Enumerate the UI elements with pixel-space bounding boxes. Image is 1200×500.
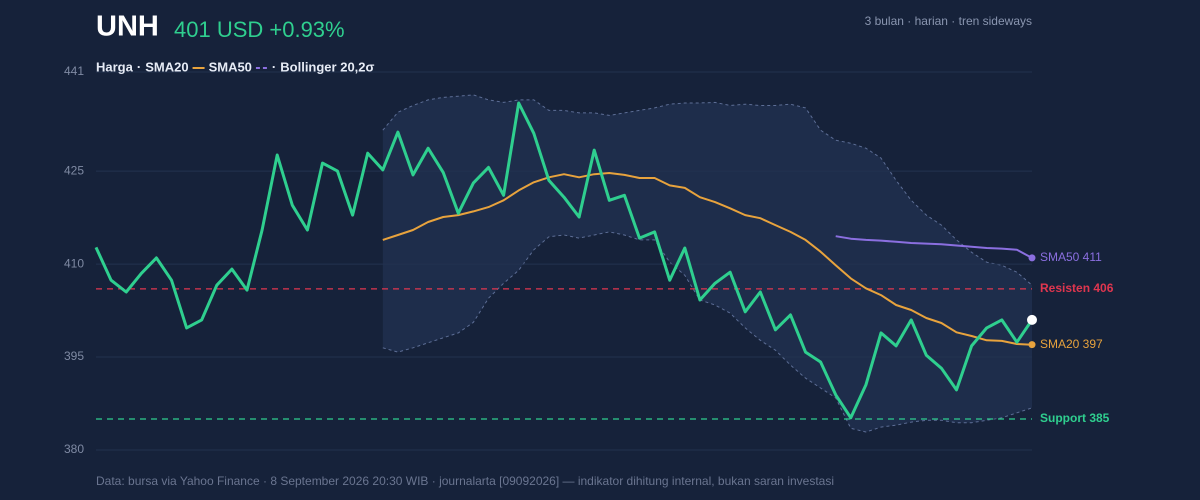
legend-text: · bbox=[137, 59, 141, 74]
y-tick-label: 441 bbox=[64, 64, 84, 78]
chart-note: 3 bulan · harian · tren sideways bbox=[865, 14, 1032, 28]
legend: Harga · SMA20 SMA50 · Bollinger 20,2σ bbox=[96, 59, 375, 74]
reference-label: Support 385 bbox=[1040, 411, 1110, 425]
legend-text: · bbox=[272, 59, 276, 74]
legend-text: SMA20 bbox=[145, 59, 188, 74]
end-label: SMA50 411 bbox=[1040, 250, 1102, 264]
y-tick-label: 410 bbox=[64, 256, 84, 270]
end-label: SMA20 397 bbox=[1040, 337, 1103, 351]
end-dot bbox=[1028, 254, 1036, 262]
y-tick-label: 380 bbox=[64, 442, 84, 456]
sma-line bbox=[835, 235, 1033, 259]
last-price-dot bbox=[1027, 314, 1037, 325]
lines-layer bbox=[94, 101, 1037, 420]
end-dot bbox=[1028, 341, 1036, 349]
chart-subtitle: 401 USD +0.93% bbox=[174, 17, 345, 42]
y-tick-label: 425 bbox=[64, 163, 84, 177]
y-tick-label: 395 bbox=[64, 349, 84, 363]
legend-text: Harga bbox=[96, 59, 134, 74]
sma-line bbox=[382, 172, 1033, 346]
band-lower bbox=[382, 231, 1033, 433]
legend-text: SMA50 bbox=[209, 59, 252, 74]
legend-text: Bollinger 20,2σ bbox=[280, 59, 374, 74]
reference-label: Resisten 406 bbox=[1040, 281, 1114, 295]
chart-title: UNH bbox=[96, 11, 159, 43]
band-upper bbox=[382, 94, 1033, 286]
chart-footer: Data: bursa via Yahoo Finance · 8 Septem… bbox=[96, 474, 834, 488]
price-line bbox=[94, 101, 1034, 420]
